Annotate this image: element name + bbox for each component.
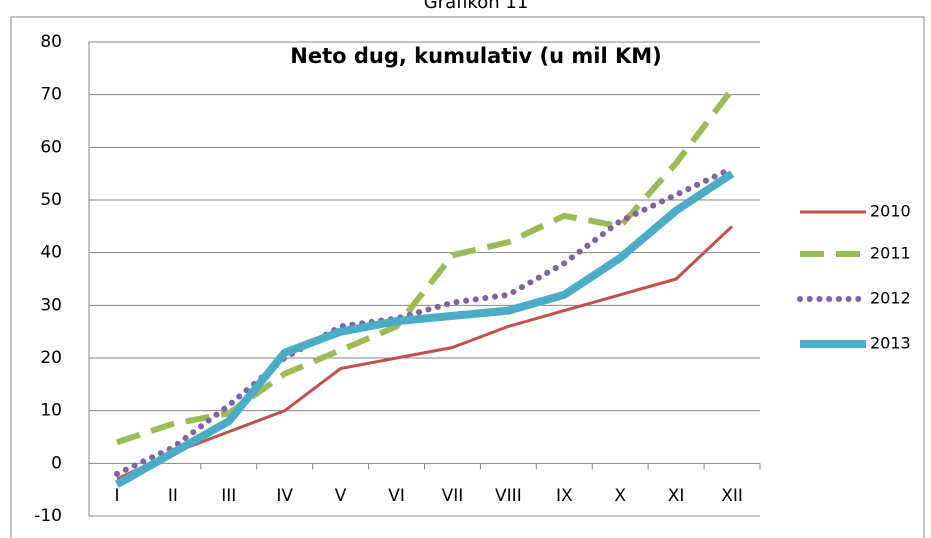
figure-label: Grafikon 11 xyxy=(424,0,529,13)
x-tick-label: II xyxy=(168,486,178,506)
y-tick-label: 50 xyxy=(40,190,62,210)
y-tick-label: 40 xyxy=(40,243,62,263)
y-tick-label: 30 xyxy=(40,295,62,315)
x-tick-label: IX xyxy=(556,486,573,506)
legend-label: 2011 xyxy=(870,244,911,263)
x-tick-label: I xyxy=(114,486,119,506)
series-line xyxy=(114,170,735,488)
y-tick-label: -10 xyxy=(34,506,62,526)
y-tick-label: 70 xyxy=(40,85,62,105)
y-tick-label: 10 xyxy=(40,401,62,421)
x-tick-label: XII xyxy=(721,486,743,506)
x-tick-label: VI xyxy=(388,486,405,506)
x-tick-label: III xyxy=(221,486,236,506)
chart-frame xyxy=(10,16,925,538)
series-line xyxy=(116,225,734,481)
legend-label: 2012 xyxy=(870,289,911,308)
y-tick-label: 0 xyxy=(51,453,62,473)
x-tick-label: X xyxy=(614,486,626,506)
x-tick-label: IV xyxy=(276,486,293,506)
y-tick-label: 80 xyxy=(40,32,62,52)
x-tick-label: XI xyxy=(668,486,685,506)
y-tick-label: 60 xyxy=(40,137,62,157)
series-line xyxy=(113,165,736,477)
x-tick-label: V xyxy=(335,486,347,506)
x-tick-label: VII xyxy=(442,486,464,506)
legend-label: 2010 xyxy=(870,202,911,221)
y-tick-label: 20 xyxy=(40,348,62,368)
legend-label: 2013 xyxy=(870,334,911,353)
chart-title: Neto dug, kumulativ (u mil KM) xyxy=(290,44,661,68)
series-line xyxy=(116,87,735,446)
x-tick-label: VIII xyxy=(495,486,522,506)
